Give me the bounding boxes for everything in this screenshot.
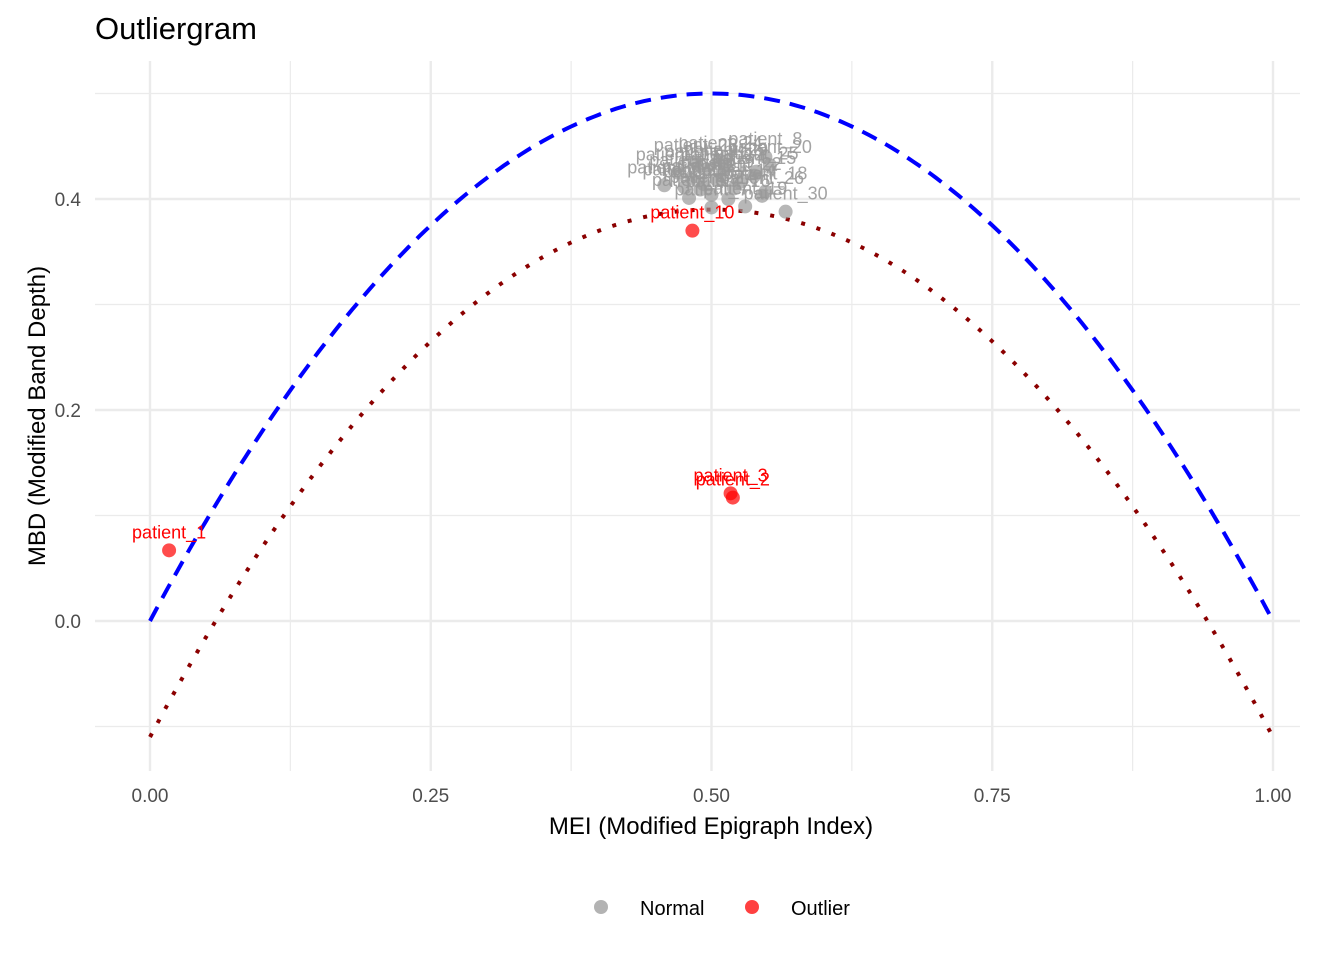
point-patient_29 — [719, 160, 734, 175]
point-patient_20 — [762, 158, 777, 173]
label-patient_13: patient_13 — [649, 150, 733, 171]
point-patient_16 — [721, 192, 736, 206]
label-patient_28: patient_28 — [643, 159, 727, 180]
point-patient_19 — [738, 199, 753, 214]
data-points — [162, 149, 793, 558]
point-patient_27 — [704, 187, 719, 202]
point-patient_25 — [749, 164, 764, 179]
legend-label-normal: Normal — [640, 898, 704, 920]
point-patient_30 — [778, 204, 793, 219]
point-patient_17 — [670, 165, 685, 180]
label-patient_15: patient_15 — [712, 148, 796, 169]
point-patient_23 — [688, 156, 703, 171]
y-tick-label: 0.4 — [55, 190, 82, 211]
x-tick-label: 1.00 — [1255, 786, 1292, 807]
x-axis-title: MEI (Modified Epigraph Index) — [549, 813, 873, 840]
point-patient_22 — [732, 175, 747, 190]
point-patient_21 — [696, 177, 711, 192]
chart-title: Outliergram — [95, 11, 257, 46]
label-patient_18: patient_18 — [723, 164, 807, 185]
label-patient_26: patient_26 — [720, 168, 804, 189]
point-labels: patient_4patient_5patient_6patient_7pati… — [132, 129, 828, 544]
label-patient_16: patient_16 — [686, 171, 770, 192]
label-patient_1: patient_1 — [132, 522, 206, 543]
label-patient_23: patient_23 — [654, 135, 738, 156]
x-tick-label: 0.25 — [412, 786, 449, 807]
parabola-upper-curve — [148, 91, 1275, 622]
label-patient_14: patient_14 — [692, 160, 776, 181]
y-axis-ticks: 0.0 0.2 0.4 — [55, 190, 82, 633]
y-tick-label: 0.0 — [55, 612, 81, 633]
label-patient_3: patient_3 — [694, 465, 768, 486]
legend-label-outlier: Outlier — [791, 898, 850, 920]
label-patient_11: patient_11 — [665, 141, 748, 162]
point-patient_7 — [704, 200, 719, 215]
label-patient_2: patient_2 — [696, 470, 770, 491]
label-patient_17: patient_17 — [636, 145, 720, 166]
label-patient_21: patient_21 — [662, 156, 746, 177]
y-tick-label: 0.2 — [55, 401, 81, 422]
legend-marker-outlier — [745, 900, 759, 914]
label-patient_8: patient_8 — [728, 129, 802, 150]
label-patient_10: patient_10 — [650, 203, 734, 224]
label-patient_19: patient_19 — [703, 178, 787, 199]
point-patient_11 — [698, 162, 713, 177]
legend-marker-normal — [594, 900, 608, 914]
label-patient_27: patient_27 — [669, 167, 753, 188]
point-patient_10 — [685, 223, 700, 238]
point-patient_28 — [677, 180, 692, 195]
point-patient_3 — [723, 486, 738, 501]
label-patient_5: patient_5 — [652, 170, 726, 191]
label-patient_6: patient_6 — [663, 162, 737, 183]
x-tick-label: 0.00 — [132, 786, 169, 807]
x-tick-label: 0.50 — [693, 786, 730, 807]
label-patient_20: patient_20 — [728, 137, 812, 158]
label-patient_29: patient_29 — [684, 139, 768, 160]
label-patient_9: patient_9 — [680, 152, 754, 173]
reference-curves — [148, 91, 1275, 739]
point-patient_4 — [657, 178, 672, 193]
y-axis-title: MBD (Modified Band Depth) — [24, 266, 51, 566]
label-patient_7: patient_7 — [674, 179, 748, 200]
label-patient_24: patient_24 — [678, 133, 762, 154]
x-axis-ticks: 0.00 0.25 0.50 0.75 1.00 — [132, 786, 1292, 807]
label-patient_22: patient_22 — [698, 154, 782, 175]
point-patient_1 — [162, 543, 177, 558]
grid-minor — [95, 61, 1300, 771]
label-patient_4: patient_4 — [627, 157, 701, 178]
label-patient_12: patient_12 — [681, 145, 765, 166]
label-patient_30: patient_30 — [744, 184, 828, 205]
point-patient_5 — [682, 190, 697, 205]
point-patient_26 — [755, 188, 770, 203]
label-patient_25: patient_25 — [714, 144, 798, 165]
x-tick-label: 0.75 — [974, 786, 1011, 807]
legend: Normal Outlier — [594, 898, 850, 920]
